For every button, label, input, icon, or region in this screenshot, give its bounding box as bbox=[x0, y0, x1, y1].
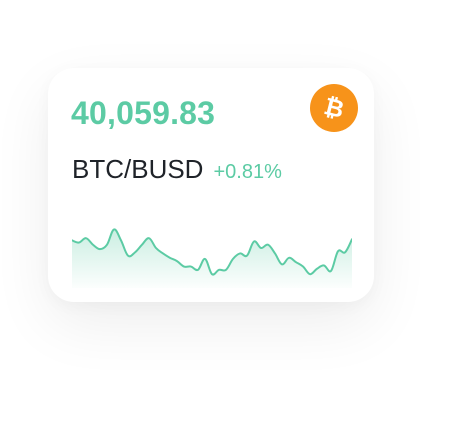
bitcoin-glyph: ₿ bbox=[321, 93, 347, 123]
sparkline-line bbox=[72, 228, 352, 276]
pair-row: BTC/BUSD +0.81% bbox=[72, 154, 282, 187]
ticker-card[interactable]: 40,059.83 ₿ BTC/BUSD +0.81% bbox=[48, 68, 374, 302]
sparkline-area bbox=[72, 229, 352, 288]
price-change: +0.81% bbox=[213, 161, 282, 183]
trading-pair: BTC/BUSD bbox=[72, 154, 204, 184]
price-value: 40,059.83 bbox=[71, 95, 216, 131]
bitcoin-icon: ₿ bbox=[310, 84, 358, 132]
price-sparkline bbox=[72, 228, 352, 288]
